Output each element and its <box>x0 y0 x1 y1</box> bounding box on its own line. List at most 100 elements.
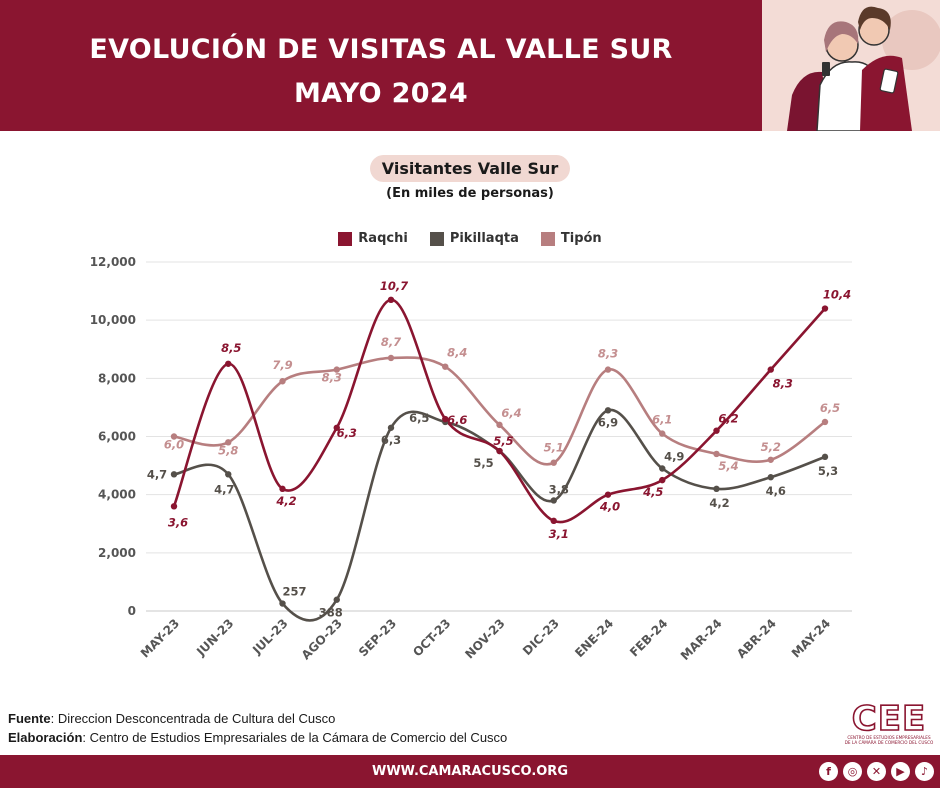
header-banner: EVOLUCIÓN DE VISITAS AL VALLE SUR MAYO 2… <box>0 0 762 131</box>
data-label-tipon: 5,1 <box>544 441 564 455</box>
chart-title: Visitantes Valle Sur <box>369 155 571 182</box>
data-point-pikillaqta <box>821 453 829 461</box>
x-tick-label: JUL-23 <box>249 616 290 657</box>
y-tick-label: 2,000 <box>98 546 136 560</box>
data-point-raqchi <box>333 424 340 431</box>
source-label: Fuente <box>8 711 51 726</box>
x-tick-label: DIC-23 <box>520 616 562 658</box>
line-chart: 0 2,000 4,000 6,000 8,000 10,000 12,000 MAY-23 J… <box>90 255 852 663</box>
data-label-pikillaqta: 3,8 <box>549 482 569 496</box>
data-label-pikillaqta: 4,2 <box>709 496 729 510</box>
data-label-tipon: 5,4 <box>718 459 738 473</box>
data-point-raqchi <box>496 447 503 455</box>
data-label-pikillaqta: 6,9 <box>598 415 618 429</box>
legend-label-pikillaqta: Pikillaqta <box>449 231 519 246</box>
data-label-pikillaqta: 388 <box>319 606 343 620</box>
x-tick-label: MAY-24 <box>789 616 833 660</box>
data-label-raqchi: 4,0 <box>599 500 620 514</box>
source-text: : Direccion Desconcentrada de Cultura de… <box>50 711 336 726</box>
y-tick-label: 12,000 <box>90 255 136 269</box>
legend-item-raqchi: Raqchi <box>338 231 408 246</box>
data-label-pikillaqta: 6,3 <box>381 433 401 447</box>
data-point-tipon <box>713 450 720 458</box>
cee-logo-mark: CEE CENTRO DE ESTUDIOS EMPRESARIALES DE … <box>845 698 934 745</box>
chart-title-wrap: Visitantes Valle Sur <box>0 155 940 182</box>
instagram-icon[interactable]: ◎ <box>843 762 862 781</box>
logo-text: CEE <box>852 699 926 739</box>
data-point-raqchi <box>170 503 178 510</box>
data-label-tipon: 6,4 <box>501 406 521 420</box>
legend-swatch-tipon <box>540 231 555 246</box>
data-point-tipon <box>442 363 449 370</box>
x-tick-label: ENE-24 <box>572 616 616 660</box>
legend-label-raqchi: Raqchi <box>358 231 408 246</box>
data-label-raqchi: 6,3 <box>337 426 357 440</box>
data-point-pikillaqta <box>713 485 720 493</box>
website-link[interactable]: WWW.CAMARACUSCO.ORG <box>371 764 568 779</box>
data-label-raqchi: 8,5 <box>221 341 241 355</box>
x-tick-label: MAR-24 <box>678 616 725 663</box>
data-point-tipon <box>659 430 666 437</box>
hero-illustration <box>762 0 940 131</box>
data-label-tipon: 6,5 <box>820 401 840 415</box>
data-label-tipon: 8,7 <box>381 335 401 349</box>
legend-item-tipon: Tipón <box>540 231 602 246</box>
data-point-pikillaqta <box>767 474 774 481</box>
data-label-tipon: 5,2 <box>761 440 781 454</box>
facebook-icon[interactable]: f <box>819 762 838 781</box>
x-tick-label: OCT-23 <box>410 616 453 659</box>
page-title: EVOLUCIÓN DE VISITAS AL VALLE SUR MAYO 2… <box>0 28 762 116</box>
x-tick-label: MAY-23 <box>138 616 182 660</box>
data-point-tipon <box>387 354 395 362</box>
youtube-icon[interactable]: ▶ <box>891 762 910 781</box>
data-label-pikillaqta: 5,3 <box>818 464 838 478</box>
legend-label-tipon: Tipón <box>560 231 602 246</box>
tiktok-icon[interactable]: ♪ <box>915 762 934 781</box>
data-label-raqchi: 8,3 <box>773 377 793 391</box>
y-tick-label: 0 <box>128 604 136 618</box>
data-label-pikillaqta: 5,5 <box>473 456 493 470</box>
y-tick-label: 8,000 <box>98 371 136 385</box>
elaboration-label: Elaboración <box>8 730 83 745</box>
data-point-raqchi <box>279 485 286 493</box>
data-point-raqchi <box>604 491 612 498</box>
data-label-raqchi: 6,6 <box>447 413 467 427</box>
series-line-pikillaqta <box>173 409 826 622</box>
page-title-line-2: MAYO 2024 <box>294 78 468 109</box>
data-point-raqchi <box>387 296 395 304</box>
social-links: f ◎ ✕ ▶ ♪ <box>819 762 934 781</box>
data-label-tipon: 8,3 <box>322 371 342 385</box>
data-point-raqchi <box>713 427 720 434</box>
source-line: Fuente: Direccion Desconcentrada de Cult… <box>8 709 507 728</box>
elaboration-text: : Centro de Estudios Empresariales de la… <box>82 730 508 745</box>
cee-logo: CEE CENTRO DE ESTUDIOS EMPRESARIALES DE … <box>843 692 935 746</box>
data-point-pikillaqta <box>550 497 557 504</box>
y-tick-label: 4,000 <box>98 488 136 502</box>
legend-item-pikillaqta: Pikillaqta <box>429 231 519 246</box>
x-icon[interactable]: ✕ <box>867 762 886 781</box>
data-point-tipon <box>333 366 340 373</box>
data-point-tipon <box>550 459 557 466</box>
data-point-pikillaqta <box>279 600 286 607</box>
data-label-pikillaqta: 4,7 <box>214 482 234 496</box>
data-point-pikillaqta <box>333 596 340 603</box>
data-label-raqchi: 10,4 <box>823 288 851 302</box>
logo-caption-line-2: DE LA CÁMARA DE COMERCIO DEL CUSCO <box>845 740 934 745</box>
data-point-tipon <box>821 418 829 426</box>
data-point-tipon <box>225 439 232 446</box>
tourist-couple-illustration <box>787 6 940 131</box>
chart-legend: Raqchi Pikillaqta Tipón <box>0 231 940 246</box>
data-point-raqchi <box>659 476 666 484</box>
elaboration-line: Elaboración: Centro de Estudios Empresar… <box>8 728 507 747</box>
data-point-pikillaqta <box>659 465 666 472</box>
data-label-tipon: 5,8 <box>218 443 238 457</box>
data-point-tipon <box>170 433 178 440</box>
data-point-tipon <box>767 456 774 463</box>
data-point-raqchi <box>767 366 774 373</box>
data-label-tipon: 8,4 <box>447 346 467 360</box>
y-tick-label: 10,000 <box>90 313 136 327</box>
data-point-tipon <box>496 421 503 429</box>
data-label-raqchi: 4,5 <box>642 485 663 499</box>
page-title-line-1: EVOLUCIÓN DE VISITAS AL VALLE SUR <box>89 34 673 65</box>
x-tick-label: FEB-24 <box>627 616 670 659</box>
